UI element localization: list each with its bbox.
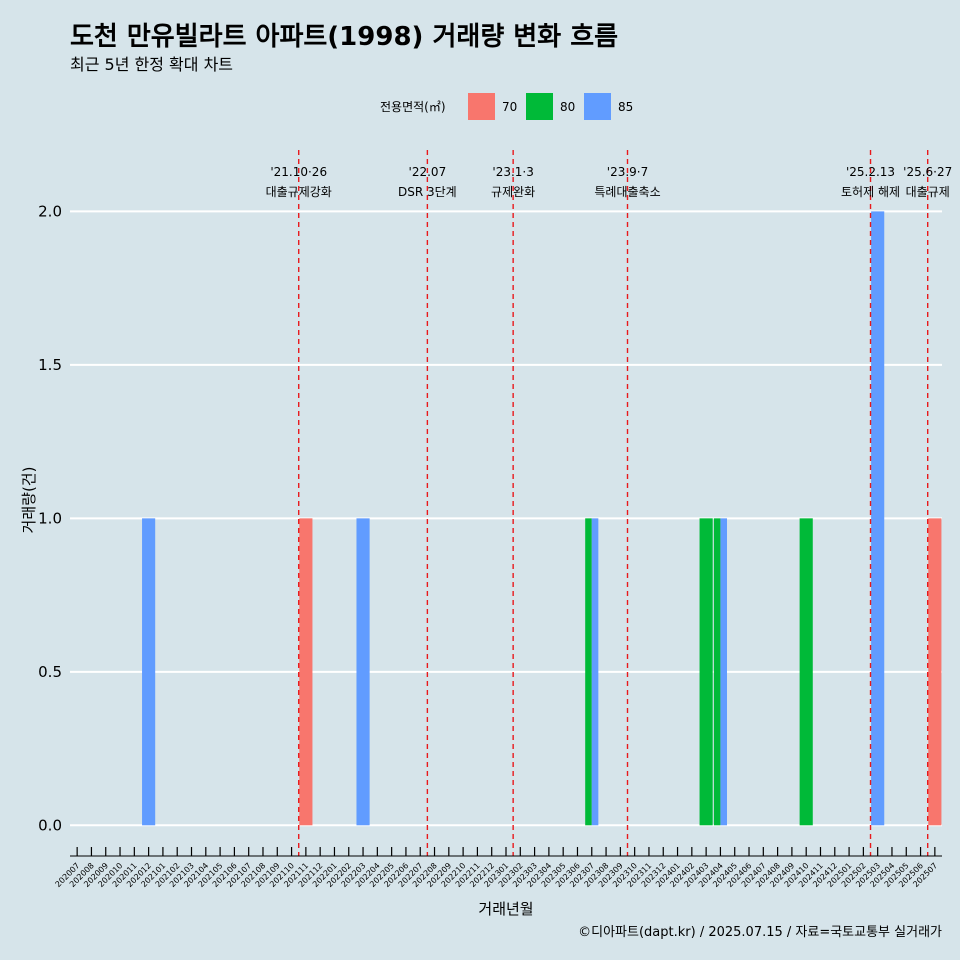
x-axis-title: 거래년월 xyxy=(478,900,533,918)
caption: ©디아파트(dapt.kr) / 2025.07.15 / 자료=국토교통부 실… xyxy=(578,925,942,940)
event-label: 대출규제 xyxy=(906,185,950,199)
y-tick-label: 1.0 xyxy=(38,509,62,527)
event-label: 규제완화 xyxy=(491,185,535,199)
bars xyxy=(142,211,942,826)
x-axis: 2020072020082020092020102020112020122021… xyxy=(54,847,942,889)
y-tick-label: 0.5 xyxy=(38,663,62,681)
event-label: DSR 3단계 xyxy=(398,185,457,199)
annotations: '21.10·26 대출규제강화 '22.07 DSR 3단계 '23.1·3 규제완화 '… xyxy=(266,150,952,856)
legend-label-80: 80 xyxy=(560,100,575,114)
chart-subtitle: 최근 5년 한정 확대 차트 xyxy=(70,55,233,74)
y-tick-label: 0.0 xyxy=(38,816,62,834)
bar-85-202503 xyxy=(871,211,885,826)
event-date: '23.1·3 xyxy=(492,165,533,179)
event-label: 대출규제강화 xyxy=(266,185,332,199)
event-label: 토허제 해제 xyxy=(841,185,900,199)
y-tick-label: 2.0 xyxy=(38,202,62,220)
bar-80-202404 xyxy=(713,518,721,826)
legend-key-85 xyxy=(584,93,611,120)
bar-85-202203 xyxy=(356,518,370,826)
bar-80-202403 xyxy=(699,518,713,826)
event-date: '25.2.13 xyxy=(846,165,895,179)
bar-70-202507 xyxy=(928,518,942,826)
legend-key-70 xyxy=(468,93,495,120)
y-axis-title: 거래량(건) xyxy=(20,467,38,534)
bar-80-202410 xyxy=(799,518,813,826)
gridlines xyxy=(70,210,942,827)
legend-key-80 xyxy=(526,93,553,120)
event-label: 특례대출축소 xyxy=(594,185,660,199)
bar-85-202307 xyxy=(591,518,599,826)
event-date: '22.07 xyxy=(409,165,447,179)
bar-85-202404 xyxy=(720,518,728,826)
event-date: '25.6·27 xyxy=(903,165,952,179)
legend-label-70: 70 xyxy=(502,100,517,114)
legend: 전용면적(㎡) 70 80 85 xyxy=(380,93,633,120)
event-date: '23.9·7 xyxy=(607,165,648,179)
y-axis: 0.0 0.5 1.0 1.5 2.0 xyxy=(38,202,62,834)
legend-label-85: 85 xyxy=(618,100,633,114)
bar-85-202012 xyxy=(142,518,156,826)
bar-80-202307 xyxy=(585,518,592,826)
y-tick-label: 1.5 xyxy=(38,356,62,374)
chart-title: 도천 만유빌라트 아파트(1998) 거래량 변화 흐름 xyxy=(70,22,618,52)
event-date: '21.10·26 xyxy=(270,165,327,179)
bar-70-202111 xyxy=(299,518,313,826)
legend-title: 전용면적(㎡) xyxy=(380,100,446,114)
